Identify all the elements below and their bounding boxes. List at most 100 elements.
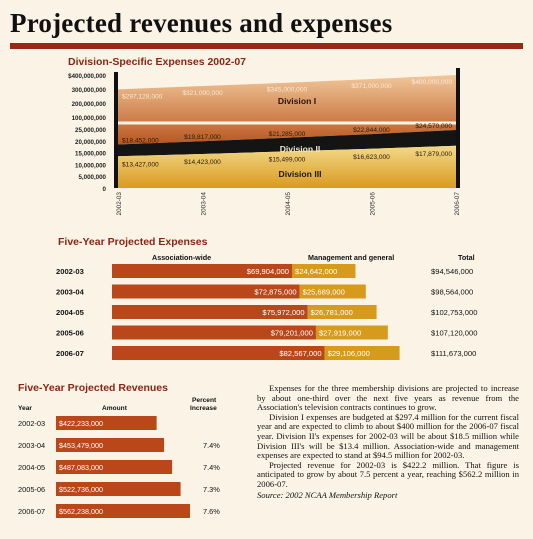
- y-tick-label: 200,000,000: [72, 101, 107, 108]
- expenses-chart-title: Five-Year Projected Expenses: [58, 236, 208, 248]
- category-label: 2002-03: [18, 419, 45, 428]
- data-label: $19,817,000: [184, 134, 221, 141]
- body-paragraph: Projected revenue for 2002-03 is $422.2 …: [257, 459, 519, 489]
- series-label-division-1: Division I: [278, 96, 316, 106]
- total-label: $94,546,000: [431, 267, 473, 276]
- bar-value-label: $27,919,000: [319, 329, 361, 338]
- bar-association-wide: [112, 284, 300, 299]
- category-label: 2002-03: [56, 267, 84, 276]
- data-label: $14,423,000: [184, 159, 221, 166]
- series-label-division-3: Division III: [279, 169, 322, 179]
- page-title: Projected revenues and expenses: [10, 8, 393, 38]
- projected-expenses-bar-chart: Association-wide Management and general To…: [56, 253, 477, 360]
- bar-value-label: $24,642,000: [295, 267, 337, 276]
- bar-value-label: $562,238,000: [59, 507, 103, 516]
- data-label: $24,570,000: [415, 123, 452, 130]
- bar-association-wide: [112, 325, 316, 340]
- data-label: $13,427,000: [122, 161, 159, 168]
- bar-value-label: $453,479,000: [59, 441, 103, 450]
- area-chart-title: Division-Specific Expenses 2002-07: [68, 56, 247, 68]
- y-tick-label: 100,000,000: [72, 115, 107, 122]
- y-tick-label: 15,000,000: [75, 151, 107, 158]
- column-header: Increase: [190, 405, 217, 412]
- data-label: $345,000,000: [267, 87, 308, 94]
- y-tick-label: 20,000,000: [75, 139, 107, 146]
- column-header: Association-wide: [152, 253, 211, 262]
- revenue-bar: [56, 438, 165, 452]
- area-left-edge: [114, 72, 118, 188]
- bar-management: [315, 325, 388, 340]
- data-label: $16,623,000: [353, 154, 390, 161]
- x-tick-label: 2006-07: [454, 192, 461, 216]
- bar-value-label: $522,736,000: [59, 485, 103, 494]
- y-tick-label: 5,000,000: [78, 174, 106, 181]
- bar-value-label: $82,567,000: [279, 349, 321, 358]
- bar-association-wide: [112, 346, 325, 360]
- bar-association-wide: [112, 305, 308, 319]
- x-tick-label: 2003-04: [201, 192, 208, 216]
- area-right-edge: [456, 68, 460, 188]
- x-tick-label: 2004-05: [285, 192, 292, 216]
- y-tick-label: 0: [103, 186, 107, 193]
- column-header: Year: [18, 405, 32, 412]
- bar-value-label: $25,689,000: [303, 288, 345, 297]
- column-header: Percent: [192, 397, 217, 404]
- data-label: $18,452,000: [122, 137, 159, 144]
- bar-value-label: $422,233,000: [59, 419, 103, 428]
- category-label: 2003-04: [18, 441, 45, 450]
- x-tick-label: 2005-06: [370, 192, 377, 216]
- data-label: $371,000,000: [351, 83, 392, 90]
- x-tick-label: 2002-03: [116, 192, 123, 216]
- bar-value-label: $75,972,000: [262, 308, 304, 317]
- bar-management: [324, 346, 400, 360]
- series-label-division-2: Division II: [280, 144, 321, 154]
- body-text: Expenses for the three membership divisi…: [257, 383, 519, 500]
- column-header: Total: [458, 253, 475, 262]
- total-label: $98,564,000: [431, 288, 473, 297]
- bar-value-label: $72,875,000: [254, 288, 296, 297]
- title-rule: [10, 43, 523, 49]
- total-label: $111,673,000: [431, 349, 476, 358]
- division-2-area: [118, 130, 456, 157]
- column-header: Amount: [102, 405, 128, 412]
- bar-management: [307, 305, 377, 319]
- data-label: $400,000,000: [412, 79, 453, 86]
- total-label: $107,120,000: [431, 329, 477, 338]
- y-tick-label: $400,000,000: [68, 73, 106, 80]
- percent-increase-label: 7.3%: [203, 485, 220, 494]
- total-label: $102,753,000: [431, 308, 477, 317]
- data-label: $17,879,000: [415, 151, 452, 158]
- source-note: Source: 2002 NCAA Membership Report: [257, 489, 398, 500]
- bar-value-label: $26,781,000: [311, 308, 353, 317]
- revenue-bar: [56, 460, 173, 474]
- y-tick-label: 10,000,000: [75, 162, 107, 169]
- revenue-bar: [56, 504, 190, 518]
- category-label: 2005-06: [56, 329, 84, 338]
- body-paragraph: Division I expenses are budgeted at $297…: [257, 411, 519, 461]
- bar-value-label: $79,201,000: [271, 329, 313, 338]
- category-label: 2006-07: [56, 349, 84, 358]
- bar-management: [292, 264, 356, 278]
- data-label: $21,285,000: [269, 131, 306, 138]
- body-paragraph: Expenses for the three membership divisi…: [257, 383, 519, 413]
- revenue-bar: [56, 482, 181, 496]
- bar-management: [299, 284, 366, 299]
- category-label: 2004-05: [56, 308, 85, 317]
- bar-association-wide: [112, 264, 292, 278]
- division-expenses-area-chart: $400,000,000 300,000,000 200,000,000 100,00…: [68, 68, 461, 216]
- data-label: $15,499,000: [269, 156, 306, 163]
- data-label: $297,128,000: [122, 93, 163, 100]
- category-label: 2005-06: [18, 485, 45, 494]
- category-label: 2003-04: [56, 288, 85, 297]
- data-label: $321,000,000: [182, 90, 223, 97]
- data-label: $22,844,000: [353, 127, 390, 134]
- category-label: 2006-07: [18, 507, 45, 516]
- revenue-bar: [56, 416, 157, 430]
- division-3-area: [118, 145, 456, 188]
- percent-increase-label: 7.4%: [203, 463, 220, 472]
- division-1-area: [118, 75, 456, 145]
- bar-value-label: $69,904,000: [247, 267, 289, 276]
- bar-value-label: $29,106,000: [328, 349, 370, 358]
